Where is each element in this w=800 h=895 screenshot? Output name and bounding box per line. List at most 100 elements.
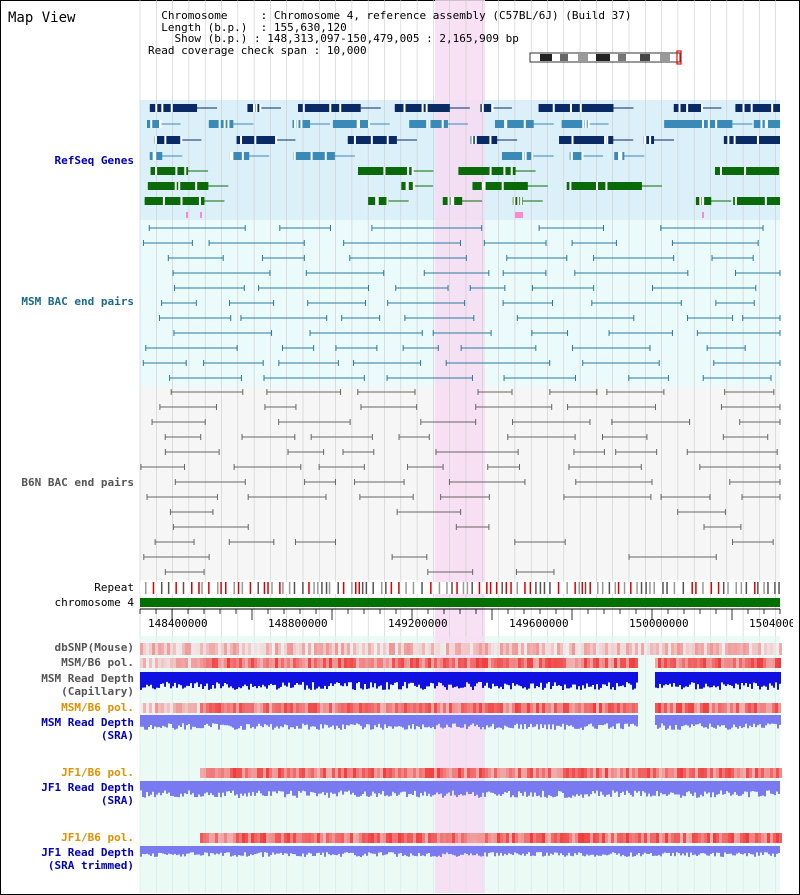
depth-bar	[444, 672, 446, 688]
track-label-msm-b6-pol-1[interactable]: MSM/B6 pol.	[61, 656, 134, 669]
depth-bar	[496, 781, 498, 796]
track-label-msm-bac[interactable]: MSM BAC end pairs	[21, 295, 134, 308]
heat-cell	[536, 658, 539, 668]
depth-bar	[222, 781, 224, 793]
depth-bar	[232, 781, 234, 791]
heat-cell	[530, 643, 533, 655]
heat-cell	[398, 768, 401, 778]
depth-bar	[556, 672, 558, 686]
repeat-mark	[510, 582, 512, 594]
heat-cell	[713, 768, 716, 778]
heat-cell	[191, 703, 194, 713]
depth-bar	[582, 846, 584, 856]
depth-bar	[350, 781, 352, 795]
depth-bar	[538, 672, 540, 688]
depth-bar	[540, 715, 542, 725]
depth-bar	[590, 846, 592, 855]
heat-cell	[599, 643, 602, 655]
heat-cell	[452, 643, 455, 655]
depth-bar	[564, 715, 566, 730]
depth-bar	[306, 672, 308, 686]
depth-bar	[262, 672, 264, 685]
heat-cell	[566, 703, 569, 713]
depth-bar	[715, 715, 717, 729]
heat-cell	[611, 833, 614, 843]
heat-cell	[251, 658, 254, 668]
depth-bar	[671, 672, 673, 687]
heat-cell	[734, 768, 737, 778]
heat-cell	[149, 703, 152, 713]
track-label-msm-depth-sra[interactable]: MSM Read Depth (SRA)	[41, 716, 134, 742]
gene-intron-gap	[522, 152, 525, 160]
depth-bar	[420, 672, 422, 689]
depth-bar	[677, 715, 679, 730]
depth-bar	[636, 781, 638, 793]
depth-bar	[508, 846, 510, 854]
depth-bar	[356, 715, 358, 724]
depth-bar	[256, 672, 258, 689]
track-label-refseq[interactable]: RefSeq Genes	[54, 154, 134, 167]
track-label-dbsnp[interactable]: dbSNP(Mouse)	[54, 641, 134, 654]
depth-bar	[665, 672, 667, 685]
depth-bar	[548, 781, 550, 796]
heat-cell	[596, 658, 599, 668]
ideogram-band	[596, 54, 610, 61]
depth-bar	[322, 846, 324, 853]
track-label-jf1-b6-pol-1[interactable]: JF1/B6 pol.	[61, 766, 134, 779]
depth-bar	[340, 781, 342, 791]
track-label-jf1-depth-sra[interactable]: JF1 Read Depth (SRA)	[41, 781, 134, 807]
track-label-jf1-b6-pol-2[interactable]: JF1/B6 pol.	[61, 831, 134, 844]
heat-cell	[290, 658, 293, 668]
depth-bar	[198, 715, 200, 729]
heat-cell	[635, 768, 638, 778]
depth-bar	[778, 846, 780, 854]
depth-bar	[212, 672, 214, 685]
heat-cell	[326, 768, 329, 778]
depth-bar	[620, 781, 622, 794]
heat-cell	[497, 658, 500, 668]
depth-bar	[659, 672, 661, 684]
heat-cell	[500, 703, 503, 713]
heat-cell	[410, 768, 413, 778]
track-label-jf1-depth-trim[interactable]: JF1 Read Depth (SRA trimmed)	[41, 846, 134, 872]
depth-bar	[344, 781, 346, 792]
gene-intron-gap	[302, 104, 305, 112]
heat-cell	[365, 703, 368, 713]
depth-bar	[588, 781, 590, 797]
gene-intron-gap	[175, 167, 178, 175]
heat-cell	[266, 833, 269, 843]
depth-bar	[500, 781, 502, 796]
heat-cell	[569, 703, 572, 713]
depth-bar	[172, 715, 174, 729]
heat-cell	[203, 768, 206, 778]
depth-bar	[693, 715, 695, 726]
depth-bar	[286, 781, 288, 795]
depth-bar	[634, 715, 636, 726]
depth-bar	[456, 672, 458, 687]
depth-bar	[310, 846, 312, 854]
track-label-msm-depth-cap[interactable]: MSM Read Depth (Capillary)	[41, 672, 134, 698]
gene-intron-gap	[765, 120, 768, 128]
track-label-b6n-bac[interactable]: B6N BAC end pairs	[21, 476, 134, 489]
track-label-msm-b6-pol-2[interactable]: MSM/B6 pol.	[61, 701, 134, 714]
heat-cell	[665, 643, 668, 655]
depth-bar	[606, 781, 608, 795]
depth-bar	[506, 781, 508, 793]
heat-cell	[395, 643, 398, 655]
heat-cell	[581, 658, 584, 668]
depth-bar	[656, 846, 658, 856]
depth-bar	[776, 781, 778, 792]
depth-bar	[338, 672, 340, 683]
depth-bar	[528, 846, 530, 853]
depth-bar	[707, 672, 709, 687]
heat-cell	[766, 703, 769, 713]
depth-bar	[656, 781, 658, 791]
depth-bar	[732, 781, 734, 795]
heat-cell	[769, 658, 772, 668]
heat-cell	[503, 703, 506, 713]
heat-cell	[551, 658, 554, 668]
depth-bar	[464, 715, 466, 725]
depth-bar	[570, 672, 572, 688]
depth-bar	[718, 781, 720, 794]
